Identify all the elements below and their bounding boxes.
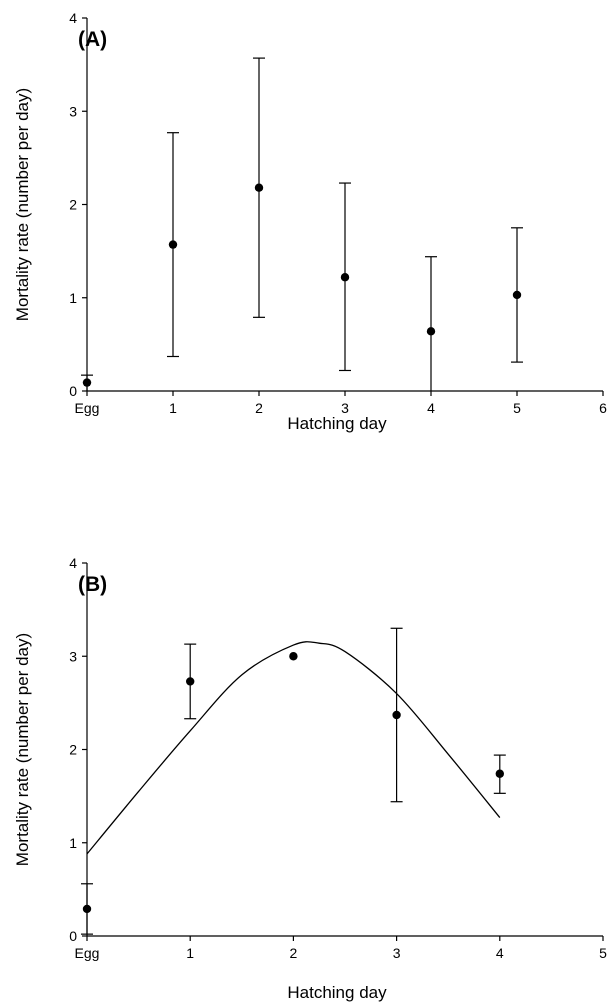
y-tick-label: 1 [69, 290, 77, 306]
x-tick-label: Egg [75, 945, 100, 961]
y-tick-label: 3 [69, 648, 77, 664]
x-axis-title: Hatching day [287, 983, 387, 1002]
y-axis-title: Mortality rate (number per day) [13, 633, 32, 866]
data-point [186, 677, 194, 685]
fitted-curve-line [87, 642, 500, 854]
chart-panel-b: 0 1 2 3 4 Egg 1 2 3 4 5 Hatching day Mortality rate … [13, 555, 607, 1002]
y-tick-label: 3 [69, 103, 77, 119]
y-tick-label: 4 [69, 555, 77, 571]
data-point [83, 378, 91, 386]
data-point [496, 770, 504, 778]
data-point [392, 711, 400, 719]
data-point [341, 273, 349, 281]
y-tick-label: 2 [69, 197, 77, 213]
x-tick-label: Egg [75, 400, 100, 416]
data-point [513, 291, 521, 299]
x-tick-label: 2 [255, 400, 263, 416]
data-point [169, 240, 177, 248]
x-tick-label: 6 [599, 400, 607, 416]
data-point [289, 652, 297, 660]
y-axis-title: Mortality rate (number per day) [13, 88, 32, 321]
x-tick-label: 4 [427, 400, 435, 416]
y-tick-label: 2 [69, 742, 77, 758]
data-point [255, 184, 263, 192]
x-tick-label: 1 [186, 945, 194, 961]
x-tick-label: 3 [393, 945, 401, 961]
panel-label: (B) [78, 573, 107, 596]
y-tick-label: 0 [69, 383, 77, 399]
y-tick-label: 0 [69, 928, 77, 944]
data-point [427, 327, 435, 335]
x-axis-title: Hatching day [287, 414, 387, 433]
panel-label: (A) [78, 28, 107, 51]
x-tick-label: 1 [169, 400, 177, 416]
y-tick-label: 1 [69, 835, 77, 851]
x-tick-label: 5 [513, 400, 521, 416]
x-tick-label: 4 [496, 945, 504, 961]
data-point [83, 905, 91, 913]
x-tick-label: 2 [290, 945, 298, 961]
x-tick-label: 5 [599, 945, 607, 961]
y-tick-label: 4 [69, 10, 77, 26]
